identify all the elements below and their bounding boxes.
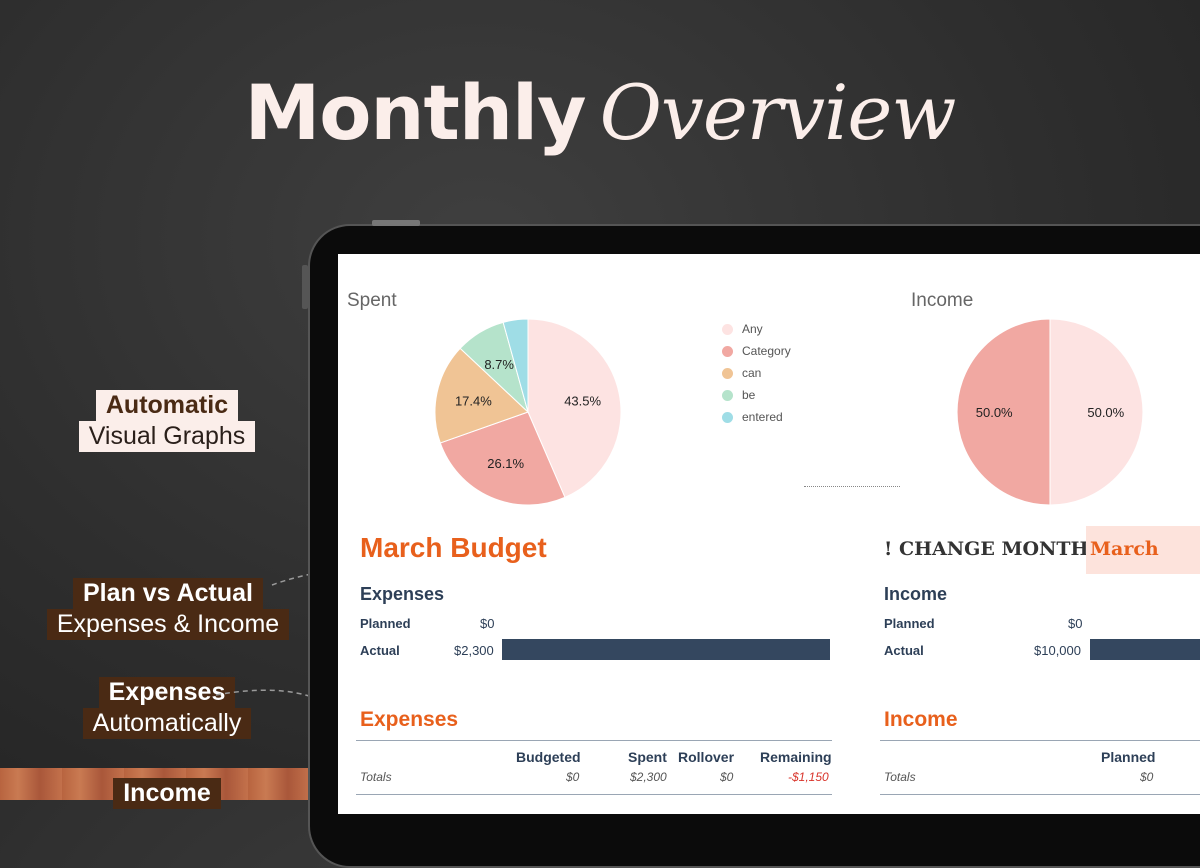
legend-label: Category: [742, 344, 791, 358]
feature-tag-plan-vs-actual: Plan vs Actual Expenses & Income: [28, 578, 308, 640]
expenses-table-rule: [356, 794, 832, 795]
income-actual-label: Actual: [884, 643, 924, 658]
legend-label: be: [742, 388, 756, 402]
spent-chart-legend: Any Category can be entered: [722, 318, 791, 428]
income-planned-value: $0: [1068, 616, 1083, 631]
spent-pie-slice-label-3: 8.7%: [484, 357, 514, 372]
change-month-label: ! CHANGE MONTH:: [884, 538, 1096, 560]
month-select-value[interactable]: March: [1090, 538, 1159, 560]
income-total-planned: $0: [1140, 770, 1154, 784]
total-budgeted: $0: [566, 770, 580, 784]
expenses-planned-label: Planned: [360, 616, 411, 631]
expenses-actual-label: Actual: [360, 643, 400, 658]
totals-label: Totals: [360, 770, 392, 784]
total-spent: $2,300: [630, 770, 667, 784]
income-table-rule: [880, 794, 1200, 795]
col-budgeted: Budgeted: [516, 749, 581, 765]
col-remaining: Remaining: [760, 749, 832, 765]
total-rollover: $0: [720, 770, 734, 784]
budget-title: March Budget: [360, 532, 547, 563]
legend-swatch: [722, 323, 733, 335]
expenses-actual-bar: [502, 639, 830, 660]
income-table-rule: [880, 740, 1200, 741]
legend-item: Category: [722, 340, 791, 362]
feature-tag-title: Automatic: [95, 390, 239, 421]
income-pie-slice-label-0: 50.0%: [1087, 405, 1124, 420]
spent-pie-slice-2: [434, 347, 529, 444]
tablet-side-button: [302, 265, 308, 309]
legend-swatch: [722, 389, 733, 401]
legend-item: can: [722, 362, 791, 384]
page-headline: Monthly Overview: [0, 68, 1200, 157]
income-pie-chart: 50.0% 50.0%: [956, 318, 1144, 506]
feature-tag-title: Expenses: [98, 677, 236, 708]
col-planned: Planned: [1101, 749, 1156, 765]
spent-chart-title: Spent: [347, 290, 397, 311]
expenses-actual-value: $2,300: [454, 643, 494, 658]
arrow-plan-vs-actual: [271, 567, 483, 601]
spent-pie-slice-label-2: 17.4%: [455, 394, 492, 409]
total-remaining: -$1,150: [788, 770, 829, 784]
legend-swatch: [722, 345, 733, 357]
spreadsheet-screen: Spent Income 43.5% 26.1% 17.4% 8.7% 50.0% 50…: [338, 254, 1200, 814]
feature-tag-subtitle: Automatically: [82, 708, 252, 739]
feature-tag-subtitle: Visual Graphs: [78, 421, 256, 452]
headline-fancy: Overview: [599, 68, 957, 157]
legend-label: can: [742, 366, 762, 380]
income-planned-label: Planned: [884, 616, 935, 631]
legend-item: be: [722, 384, 791, 406]
expenses-table-rule: [356, 740, 832, 741]
feature-tag-title: Plan vs Actual: [73, 578, 263, 609]
income-totals-label: Totals: [884, 770, 916, 784]
feature-tag-subtitle: Expenses & Income: [46, 609, 290, 640]
legend-swatch: [722, 367, 733, 379]
headline-plain: Monthly: [244, 68, 587, 157]
col-spent: Spent: [628, 749, 667, 765]
income-pie-slice-0: [1049, 318, 1144, 506]
income-pie-slice-1: [956, 318, 1051, 506]
spent-pie-slice-0: [527, 318, 622, 499]
legend-swatch: [722, 411, 733, 423]
spent-pie-slice-1: [439, 411, 566, 506]
spent-pie-slice-label-0: 43.5%: [564, 394, 601, 409]
expenses-planned-value: $0: [480, 616, 495, 631]
spent-pie-slice-label-1: 26.1%: [487, 456, 524, 471]
feature-tag-expenses: Expenses Automatically: [62, 677, 272, 739]
income-actual-value: $10,000: [1034, 643, 1081, 658]
income-pie-slice-label-1: 50.0%: [976, 405, 1013, 420]
expenses-summary-heading: Expenses: [360, 584, 445, 604]
col-rollover: Rollover: [678, 749, 735, 765]
income-chart-title: Income: [911, 290, 974, 311]
chart-divider: [804, 486, 900, 487]
income-actual-bar: [1090, 639, 1200, 660]
tablet-button: [372, 220, 420, 226]
month-select-cell[interactable]: [1086, 526, 1200, 574]
income-summary-heading: Income: [884, 584, 948, 604]
spent-pie-chart: 43.5% 26.1% 17.4% 8.7%: [434, 318, 622, 506]
legend-item: entered: [722, 406, 791, 428]
legend-label: entered: [742, 410, 783, 424]
feature-tag-visual-graphs: Automatic Visual Graphs: [62, 390, 272, 452]
legend-label: Any: [742, 322, 763, 336]
spent-pie-slice-4: [502, 318, 529, 413]
expenses-table-heading: Expenses: [360, 708, 459, 731]
income-table-heading: Income: [884, 708, 958, 731]
legend-item: Any: [722, 318, 791, 340]
